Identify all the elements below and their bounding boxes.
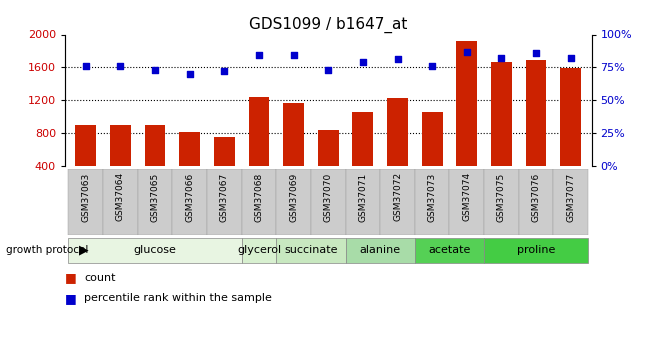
FancyBboxPatch shape xyxy=(346,238,415,263)
FancyBboxPatch shape xyxy=(415,238,484,263)
Bar xyxy=(422,112,443,166)
Bar xyxy=(75,125,96,166)
Text: glycerol: glycerol xyxy=(237,245,281,255)
Text: ■: ■ xyxy=(65,292,77,305)
Text: GSM37066: GSM37066 xyxy=(185,172,194,221)
Text: glucose: glucose xyxy=(134,245,177,255)
Bar xyxy=(110,125,131,166)
Text: GSM37076: GSM37076 xyxy=(532,172,541,221)
FancyBboxPatch shape xyxy=(172,169,207,235)
Bar xyxy=(526,60,547,166)
Bar xyxy=(179,132,200,166)
FancyBboxPatch shape xyxy=(242,238,276,263)
FancyBboxPatch shape xyxy=(68,238,242,263)
Text: GSM37073: GSM37073 xyxy=(428,172,437,221)
Bar xyxy=(491,62,512,166)
Text: proline: proline xyxy=(517,245,555,255)
Text: alanine: alanine xyxy=(359,245,401,255)
Point xyxy=(150,67,161,73)
Bar xyxy=(318,130,339,166)
Text: GSM37064: GSM37064 xyxy=(116,172,125,221)
Text: percentile rank within the sample: percentile rank within the sample xyxy=(84,294,272,303)
Point xyxy=(219,68,229,74)
Text: GSM37075: GSM37075 xyxy=(497,172,506,221)
Text: GSM37070: GSM37070 xyxy=(324,172,333,221)
FancyBboxPatch shape xyxy=(103,169,138,235)
FancyBboxPatch shape xyxy=(380,169,415,235)
Bar xyxy=(352,111,373,166)
Bar xyxy=(283,104,304,166)
FancyBboxPatch shape xyxy=(276,169,311,235)
Text: GSM37072: GSM37072 xyxy=(393,172,402,221)
FancyBboxPatch shape xyxy=(415,169,450,235)
Text: GSM37067: GSM37067 xyxy=(220,172,229,221)
Point xyxy=(462,49,472,54)
Text: GSM37069: GSM37069 xyxy=(289,172,298,221)
Point xyxy=(115,63,125,69)
FancyBboxPatch shape xyxy=(68,169,103,235)
FancyBboxPatch shape xyxy=(242,169,276,235)
Point xyxy=(427,63,437,69)
FancyBboxPatch shape xyxy=(207,169,242,235)
Text: ▶: ▶ xyxy=(79,244,89,257)
FancyBboxPatch shape xyxy=(138,169,172,235)
Text: GSM37077: GSM37077 xyxy=(566,172,575,221)
Bar xyxy=(248,97,269,166)
Point xyxy=(289,53,299,58)
Text: GSM37065: GSM37065 xyxy=(151,172,159,221)
FancyBboxPatch shape xyxy=(484,238,588,263)
FancyBboxPatch shape xyxy=(484,169,519,235)
Text: GSM37063: GSM37063 xyxy=(81,172,90,221)
Bar xyxy=(214,137,235,166)
Bar xyxy=(560,68,581,166)
Bar xyxy=(387,98,408,166)
Text: GSM37074: GSM37074 xyxy=(462,172,471,221)
Bar xyxy=(145,125,166,166)
FancyBboxPatch shape xyxy=(311,169,346,235)
Text: growth protocol: growth protocol xyxy=(6,245,89,255)
Text: succinate: succinate xyxy=(284,245,338,255)
Point xyxy=(185,71,195,77)
FancyBboxPatch shape xyxy=(553,169,588,235)
Point xyxy=(254,53,264,58)
Point xyxy=(81,63,91,69)
Bar xyxy=(456,41,477,166)
FancyBboxPatch shape xyxy=(276,238,346,263)
Point xyxy=(566,55,576,61)
Point xyxy=(496,55,506,61)
Text: GSM37071: GSM37071 xyxy=(358,172,367,221)
Title: GDS1099 / b1647_at: GDS1099 / b1647_at xyxy=(249,17,408,33)
FancyBboxPatch shape xyxy=(346,169,380,235)
Point xyxy=(531,50,541,56)
Point xyxy=(393,57,403,62)
FancyBboxPatch shape xyxy=(450,169,484,235)
Point xyxy=(323,67,333,73)
Text: acetate: acetate xyxy=(428,245,471,255)
Text: GSM37068: GSM37068 xyxy=(254,172,263,221)
FancyBboxPatch shape xyxy=(519,169,553,235)
Text: count: count xyxy=(84,273,116,283)
Point xyxy=(358,59,368,65)
Text: ■: ■ xyxy=(65,271,77,284)
